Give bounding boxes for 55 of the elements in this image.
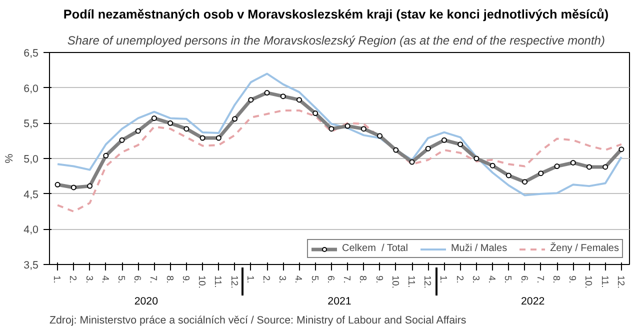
x-tick-label: 9. bbox=[180, 276, 191, 284]
y-axis-title: % bbox=[4, 153, 16, 164]
text: 2022 bbox=[520, 295, 545, 308]
x-tick-label: 6. bbox=[326, 276, 336, 284]
legend-label: Ženy / Females bbox=[550, 243, 619, 254]
legend-label: Muži / Males bbox=[450, 243, 508, 254]
y-tick-label: 6,5 bbox=[24, 48, 39, 60]
y-tick-label: 5,0 bbox=[24, 154, 39, 166]
x-tick-label: 2. bbox=[68, 276, 78, 284]
x-tick-label: 8. bbox=[164, 276, 175, 284]
x-tick-label: 10. bbox=[390, 276, 400, 288]
y-tick-label: 3,5 bbox=[24, 260, 39, 272]
y-tick-label: 6,0 bbox=[24, 82, 39, 95]
x-tick-label: 12. bbox=[422, 276, 433, 288]
x-tick-label: 6. bbox=[519, 276, 530, 284]
x-tick-label: 6. bbox=[132, 276, 143, 284]
x-tick-label: 8. bbox=[358, 276, 368, 284]
x-tick-label: 10. bbox=[197, 276, 208, 288]
x-tick-label: 5. bbox=[503, 276, 514, 284]
chart-title: Podíl nezaměstnaných osob v Moravskoslezském kraji (stav ke konci jednotlivých měsíců) bbox=[63, 8, 609, 22]
x-tick-label: 7. bbox=[535, 276, 546, 284]
x-tick-label: 12. bbox=[616, 276, 626, 288]
x-tick-label: 9. bbox=[568, 276, 578, 284]
x-tick-label: 4. bbox=[100, 276, 110, 284]
x-tick-label: 3. bbox=[84, 276, 94, 284]
y-tick-label: 5,5 bbox=[24, 118, 39, 130]
legend-label: Celkem / Total bbox=[342, 243, 408, 254]
chart-subtitle: Share of unemployed persons in the Moravskoslezský Region (as at the end of the respective month) bbox=[67, 34, 605, 48]
text: Zdroj: Ministerstvo práce a sociálních věcí / Source: Ministry of Labour and Social Affairs bbox=[50, 314, 466, 326]
x-tick-label: 9. bbox=[374, 276, 384, 284]
x-tick-label: 12. bbox=[229, 276, 240, 288]
x-tick-label: 3. bbox=[470, 276, 481, 284]
y-tick-label: 4,5 bbox=[24, 188, 39, 201]
x-tick-label: 7. bbox=[148, 276, 159, 284]
x-tick-label: 10. bbox=[584, 276, 594, 288]
x-tick-label: 11. bbox=[406, 276, 416, 288]
x-tick-label: 5. bbox=[310, 276, 320, 284]
x-tick-label: 7. bbox=[342, 276, 352, 284]
x-tick-label: 1. bbox=[52, 276, 62, 284]
x-tick-label: 4. bbox=[294, 276, 304, 284]
x-tick-label: 4. bbox=[487, 276, 498, 284]
x-tick-label: 11. bbox=[600, 276, 610, 288]
line-series bbox=[56, 109, 622, 212]
y-tick-label: 4,0 bbox=[24, 224, 39, 236]
x-tick-label: 2. bbox=[262, 276, 272, 284]
line-series bbox=[56, 72, 622, 196]
text: 2021 bbox=[328, 295, 352, 308]
x-tick-label: 11. bbox=[213, 276, 224, 288]
x-tick-label: 5. bbox=[116, 276, 126, 284]
x-tick-label: 1. bbox=[245, 276, 256, 284]
text: 2020 bbox=[134, 295, 158, 308]
x-tick-label: 2. bbox=[454, 276, 465, 284]
x-tick-label: 1. bbox=[438, 276, 449, 284]
x-tick-label: 3. bbox=[278, 276, 288, 284]
x-tick-label: 8. bbox=[552, 276, 562, 284]
